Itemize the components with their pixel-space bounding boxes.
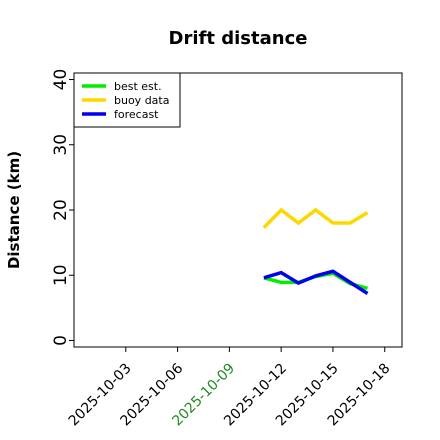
legend-label: forecast <box>114 108 159 121</box>
chart-title: Drift distance <box>169 28 308 49</box>
legend-label: best est. <box>114 80 162 93</box>
legend-label: buoy data <box>114 94 169 107</box>
plot-area-frame <box>73 72 403 348</box>
y-tick-label: 20 <box>51 199 71 221</box>
y-axis: 0 10 20 30 40 <box>51 69 74 346</box>
y-tick-label: 0 <box>51 335 71 346</box>
y-tick-label: 30 <box>51 134 71 156</box>
y-tick-label: 40 <box>51 69 71 91</box>
y-tick-label: 10 <box>51 264 71 286</box>
series-line-forecast <box>263 269 369 295</box>
series-line-buoy-data <box>262 207 369 229</box>
y-axis-label: Distance (km) <box>5 151 23 269</box>
series-layer <box>262 207 369 295</box>
